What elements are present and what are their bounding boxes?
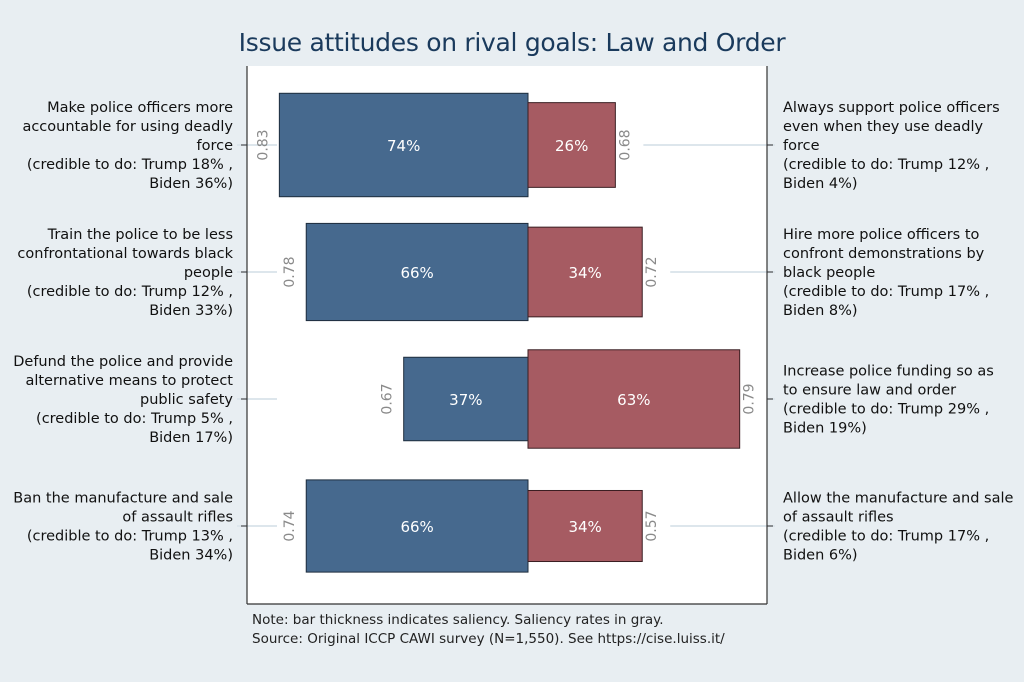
category-right-label: of assault rifles	[783, 510, 894, 526]
saliency-right-label: 0.57	[644, 510, 660, 541]
category-left-label: force	[196, 138, 233, 154]
category-right-label: even when they use deadly	[783, 119, 983, 135]
category-left-label: people	[184, 265, 233, 281]
chart-note: Note: bar thickness indicates saliency. …	[252, 612, 664, 628]
saliency-left-label: 0.78	[282, 256, 298, 287]
bar-left-label: 37%	[449, 391, 482, 409]
category-left-label: Make police officers more	[47, 100, 233, 116]
category-left-label: Biden 34%)	[149, 548, 233, 564]
category-right-label: Allow the manufacture and sale	[783, 491, 1013, 507]
saliency-left-label: 0.67	[380, 383, 396, 414]
category-left-label: public safety	[140, 392, 233, 408]
category-left-label: Ban the manufacture and sale	[13, 491, 233, 507]
saliency-right-label: 0.72	[644, 256, 660, 287]
category-left-label: (credible to do: Trump 5% ,	[36, 411, 233, 427]
category-right-label: to ensure law and order	[783, 383, 956, 399]
category-left-label: Train the police to be less	[47, 227, 233, 243]
category-right-label: force	[783, 138, 820, 154]
category-left-label: Biden 17%)	[149, 430, 233, 446]
category-left-label: (credible to do: Trump 13% ,	[27, 529, 233, 545]
category-right-label: Biden 4%)	[783, 176, 858, 192]
category-left-label: Defund the police and provide	[13, 354, 233, 370]
category-right-label: (credible to do: Trump 17% ,	[783, 529, 989, 545]
bar-left-label: 66%	[400, 264, 433, 282]
saliency-right-label: 0.79	[742, 383, 758, 414]
category-right-label: Biden 8%)	[783, 303, 858, 319]
bar-left-label: 74%	[387, 137, 420, 155]
category-right-label: (credible to do: Trump 12% ,	[783, 157, 989, 173]
category-right-label: (credible to do: Trump 17% ,	[783, 284, 989, 300]
bar-left	[278, 92, 529, 198]
chart-source: Source: Original ICCP CAWI survey (N=1,5…	[252, 631, 725, 647]
category-left-label: Biden 33%)	[149, 303, 233, 319]
bar-right-label: 63%	[617, 391, 650, 409]
category-right-label: (credible to do: Trump 29% ,	[783, 402, 989, 418]
bar-right-label: 34%	[568, 264, 601, 282]
category-right-label: Increase police funding so as	[783, 364, 994, 380]
category-right-label: confront demonstrations by	[783, 246, 985, 262]
category-left-label: (credible to do: Trump 18% ,	[27, 157, 233, 173]
category-right-label: Biden 6%)	[783, 548, 858, 564]
category-left-label: Biden 36%)	[149, 176, 233, 192]
bar-right	[527, 226, 643, 318]
saliency-left-label: 0.74	[282, 510, 298, 541]
category-right-label: Always support police officers	[783, 100, 1000, 116]
bar-right	[527, 349, 741, 449]
chart-title: Issue attitudes on rival goals: Law and …	[238, 28, 786, 57]
bar-left	[305, 479, 529, 573]
category-right-label: Hire more police officers to	[783, 227, 980, 243]
category-left-label: alternative means to protect	[25, 373, 233, 389]
bar-right-label: 34%	[568, 518, 601, 536]
bar-right	[527, 102, 616, 188]
category-right-label: black people	[783, 265, 875, 281]
bar-left-label: 66%	[400, 518, 433, 536]
bar-right-label: 26%	[555, 137, 588, 155]
category-left-label: of assault rifles	[122, 510, 233, 526]
saliency-left-label: 0.83	[255, 129, 271, 160]
category-right-label: Biden 19%)	[783, 421, 867, 437]
saliency-right-label: 0.68	[617, 129, 633, 160]
category-left-label: accountable for using deadly	[22, 119, 233, 135]
bar-right	[527, 489, 643, 563]
bar-left	[305, 222, 529, 322]
category-left-label: confrontational towards black	[17, 246, 233, 262]
category-left-label: (credible to do: Trump 12% ,	[27, 284, 233, 300]
